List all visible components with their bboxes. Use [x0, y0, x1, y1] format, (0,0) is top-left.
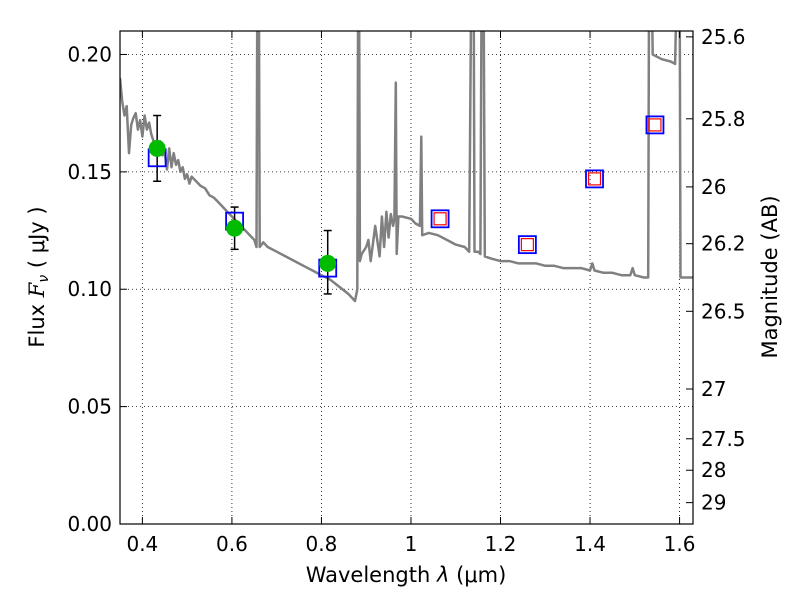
y-tick-label: 0.00 [67, 512, 112, 536]
model-band-square [517, 235, 537, 255]
x-tick-label: 1 [405, 532, 418, 556]
y2-tick-label: 26 [701, 175, 726, 199]
y2-axis-label: Magnitude (AB) [758, 195, 782, 358]
y-tick-label: 0.10 [67, 277, 112, 301]
x-axis-label: Wavelength λ (μm) [306, 563, 507, 587]
x-tick-label: 0.8 [306, 532, 338, 556]
model-band-points [147, 115, 665, 278]
x-tick-label: 1.6 [664, 532, 696, 556]
y-tick-label: 0.20 [67, 42, 112, 66]
y-axis-ticks: 0.00 0.05 0.10 0.15 0.20 [67, 42, 127, 536]
y-axis-label: Flux Fν ( μJy ) [25, 206, 52, 347]
photometry-points [148, 139, 337, 272]
model-band-square [585, 169, 604, 189]
y2-tick-label: 27.5 [701, 427, 746, 451]
x-tick-label: 0.4 [126, 532, 158, 556]
model-spectrum [120, 31, 693, 303]
y2-tick-label: 26.5 [701, 299, 746, 323]
grid-lines [120, 31, 693, 525]
x-tick-label: 1.2 [485, 532, 517, 556]
photometry-point [148, 139, 166, 157]
y2-axis-ticks: 25.6 25.8 26 26.2 26.5 27 27.5 28 29 [686, 25, 746, 515]
plot-frame [119, 30, 694, 525]
photometry-point [226, 219, 244, 237]
photometry-point [319, 254, 337, 272]
model-band-square [430, 209, 450, 229]
y-tick-label: 0.15 [67, 160, 112, 184]
spectrum-line [120, 31, 693, 303]
y-tick-label: 0.05 [67, 395, 112, 419]
model-band-inner-square [520, 238, 534, 252]
y2-tick-label: 29 [701, 491, 726, 515]
y2-tick-label: 26.2 [701, 232, 746, 256]
y2-tick-label: 27 [701, 377, 726, 401]
model-band-inner-square [587, 172, 602, 186]
model-band-square [645, 115, 665, 135]
x-tick-label: 0.6 [216, 532, 248, 556]
y2-tick-label: 25.8 [701, 107, 746, 131]
model-band-inner-square [433, 212, 447, 226]
x-axis-ticks: 0.4 0.6 0.8 1 1.2 1.4 1.6 [126, 31, 695, 556]
y2-tick-label: 25.6 [701, 25, 746, 49]
x-tick-label: 1.4 [574, 532, 606, 556]
y2-tick-label: 28 [701, 458, 726, 482]
model-band-inner-square [648, 118, 662, 132]
